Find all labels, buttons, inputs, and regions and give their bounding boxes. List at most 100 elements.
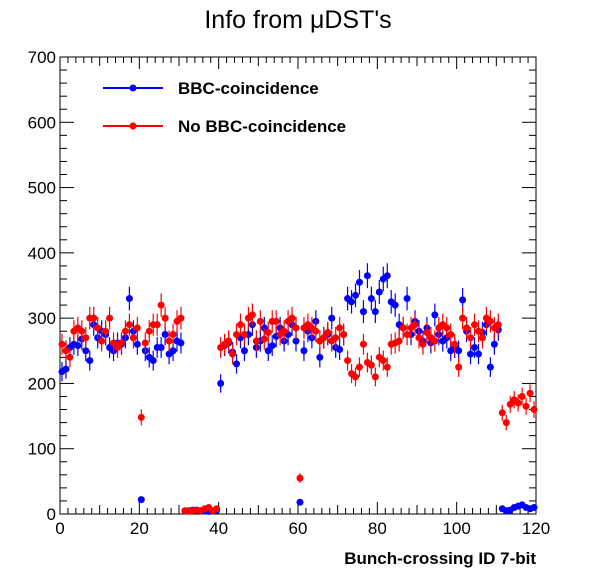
data-point [141, 339, 149, 347]
series-no-bbc-coincidence [58, 293, 538, 515]
data-point [272, 317, 280, 325]
legend-marker [129, 84, 137, 92]
data-point [367, 361, 375, 369]
data-point [359, 340, 367, 348]
data-point [98, 337, 106, 345]
data-point [375, 288, 383, 296]
data-point [157, 301, 165, 309]
y-tick-label: 400 [28, 244, 56, 263]
data-point [459, 296, 467, 304]
data-point [411, 321, 419, 329]
data-point [78, 327, 86, 335]
data-point [348, 298, 356, 306]
data-point [129, 334, 137, 342]
data-point [530, 503, 538, 511]
data-point [324, 329, 332, 337]
data-point [494, 321, 502, 329]
data-point [240, 330, 248, 338]
x-tick-label: 120 [522, 519, 550, 538]
data-point [161, 314, 169, 322]
data-point [367, 295, 375, 303]
data-point [471, 344, 479, 352]
data-point [352, 373, 360, 381]
x-tick-label: 60 [289, 519, 308, 538]
data-point [355, 278, 363, 286]
data-point [419, 340, 427, 348]
data-point [161, 330, 169, 338]
data-point [403, 295, 411, 303]
data-point [371, 373, 379, 381]
data-point [399, 324, 407, 332]
data-point [514, 399, 522, 407]
data-point [125, 321, 133, 329]
y-tick-label: 600 [28, 113, 56, 132]
data-point [395, 337, 403, 345]
data-point [169, 330, 177, 338]
x-tick-label: 40 [209, 519, 228, 538]
data-point [114, 344, 122, 352]
data-point [312, 327, 320, 335]
data-point [58, 340, 66, 348]
data-point [110, 339, 118, 347]
data-point [149, 357, 157, 365]
y-tick-label: 200 [28, 374, 56, 393]
data-point [498, 409, 506, 417]
data-point [474, 327, 482, 335]
data-point [328, 314, 336, 322]
data-point [233, 360, 241, 368]
data-point [431, 337, 439, 345]
data-point [165, 337, 173, 345]
data-point [252, 337, 260, 345]
data-point [153, 321, 161, 329]
data-point [102, 327, 110, 335]
data-point [264, 329, 272, 337]
data-point [474, 350, 482, 358]
data-point [82, 334, 90, 342]
data-point [490, 340, 498, 348]
data-point [213, 505, 221, 513]
data-point [344, 357, 352, 365]
data-point [502, 419, 510, 427]
data-point [90, 314, 98, 322]
legend-marker [129, 122, 137, 130]
data-point [316, 353, 324, 361]
data-point [455, 347, 463, 355]
data-point [486, 363, 494, 371]
data-point [248, 311, 256, 319]
data-point [467, 350, 475, 358]
data-point [292, 324, 300, 332]
x-tick-label: 0 [55, 519, 64, 538]
data-point [296, 474, 304, 482]
y-tick-label: 700 [28, 48, 56, 67]
data-point [383, 272, 391, 280]
data-point [296, 498, 304, 506]
data-point [463, 324, 471, 332]
data-point [264, 347, 272, 355]
data-point [363, 272, 371, 280]
data-point [530, 406, 538, 414]
data-point [355, 363, 363, 371]
data-point [280, 327, 288, 335]
data-point [74, 342, 82, 350]
data-point [379, 357, 387, 365]
data-point [383, 363, 391, 371]
data-point [332, 334, 340, 342]
data-point [229, 350, 237, 358]
data-point [506, 400, 514, 408]
data-point [459, 314, 467, 322]
data-point [359, 308, 367, 316]
data-point [240, 347, 248, 355]
data-point [256, 317, 264, 325]
data-point [415, 334, 423, 342]
data-marks [58, 263, 538, 515]
data-point [157, 344, 165, 352]
data-point [371, 308, 379, 316]
x-tick-label: 100 [442, 519, 470, 538]
data-point [320, 334, 328, 342]
data-point [225, 337, 233, 345]
data-point [447, 330, 455, 338]
legend: BBC-coincidence No BBC-coincidence [103, 79, 346, 136]
y-tick-label: 500 [28, 179, 56, 198]
data-point [260, 335, 268, 343]
